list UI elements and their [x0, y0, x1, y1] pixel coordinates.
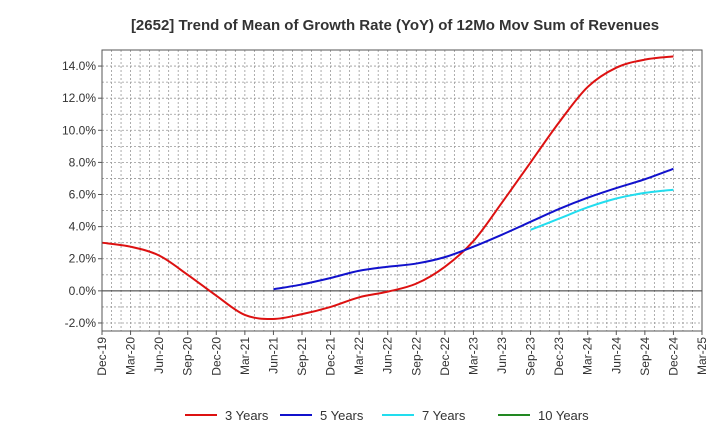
x-tick-label: Sep-22: [409, 337, 423, 376]
y-axis: -2.0% 0.0% 2.0% 4.0% 6.0% 8.0% 10.0% 12.0% 14.0%: [62, 59, 102, 330]
x-tick-label: Jun-22: [381, 337, 395, 374]
x-tick-label: Sep-23: [524, 337, 538, 376]
x-tick-label: Sep-20: [181, 337, 195, 376]
chart-title: [2652] Trend of Mean of Growth Rate (YoY…: [131, 17, 659, 34]
series-line-7-years: [530, 188, 674, 231]
plot-frame: [101, 49, 703, 332]
legend: 3 Years 5 Years 7 Years 10 Years: [185, 408, 589, 423]
x-tick-label: Dec-20: [209, 337, 223, 376]
series-line-5-years: [273, 167, 674, 291]
x-tick-label: Dec-21: [324, 337, 338, 376]
y-tick-label: 12.0%: [62, 91, 96, 105]
y-tick-label: 8.0%: [69, 155, 97, 169]
y-tick-label: 2.0%: [69, 252, 97, 266]
y-tick-label: 0.0%: [69, 284, 97, 298]
y-tick-label: 14.0%: [62, 59, 96, 73]
x-tick-label: Mar-21: [238, 337, 252, 375]
x-tick-label: Jun-20: [152, 337, 166, 374]
x-tick-label: Jun-24: [609, 337, 623, 374]
x-tick-label: Dec-19: [95, 337, 109, 376]
legend-label-3-years: 3 Years: [225, 408, 269, 423]
x-tick-label: Mar-24: [581, 337, 595, 375]
y-tick-label: 4.0%: [69, 220, 97, 234]
x-tick-label: Mar-22: [352, 337, 366, 375]
series-lines: [101, 55, 674, 320]
x-tick-label: Sep-21: [295, 337, 309, 376]
legend-label-7-years: 7 Years: [422, 408, 466, 423]
x-tick-label: Dec-24: [666, 337, 680, 376]
x-tick-label: Jun-23: [495, 337, 509, 374]
legend-label-5-years: 5 Years: [320, 408, 364, 423]
x-axis: Dec-19 Mar-20 Jun-20 Sep-20 Dec-20 Mar-21 Jun-…: [95, 331, 709, 376]
x-tick-label: Jun-21: [266, 337, 280, 374]
y-tick-label: -2.0%: [65, 316, 97, 330]
x-tick-label: Mar-20: [124, 337, 138, 375]
y-tick-label: 6.0%: [69, 188, 97, 202]
legend-label-10-years: 10 Years: [538, 408, 589, 423]
x-tick-label: Mar-25: [695, 337, 709, 375]
x-tick-label: Sep-24: [638, 337, 652, 376]
x-tick-label: Dec-23: [552, 337, 566, 376]
plot-area: -2.0% 0.0% 2.0% 4.0% 6.0% 8.0% 10.0% 12.0% 14.0%…: [62, 49, 709, 376]
series-line-3-years: [101, 55, 674, 320]
x-tick-label: Dec-22: [438, 337, 452, 376]
y-tick-label: 10.0%: [62, 123, 96, 137]
x-tick-label: Mar-23: [466, 337, 480, 375]
